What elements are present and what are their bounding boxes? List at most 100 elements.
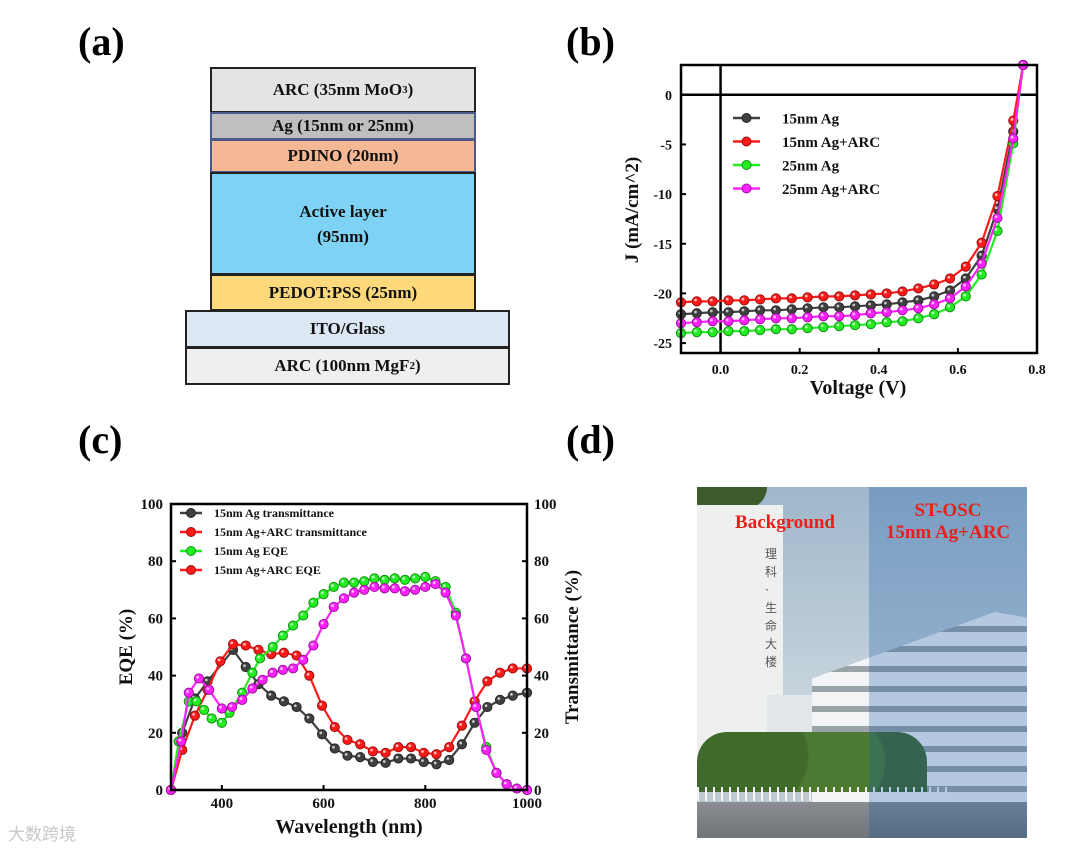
data-point-highlight [332,724,335,728]
layer-label-tail: ) [407,80,414,99]
legend-label-2: 15nm Ag EQE [214,544,288,558]
data-point [318,588,329,600]
data-point [227,639,239,650]
data-point-highlight [351,589,355,593]
data-point-highlight [947,295,951,299]
data-point [802,323,813,334]
data-point [481,744,492,756]
data-point-highlight [255,647,259,650]
data-point [865,308,876,319]
x-tick-label: 0.8 [1028,363,1046,378]
layer-active: Active layer (95nm) [210,172,476,275]
data-point-highlight [281,698,285,702]
data-point [216,703,227,714]
data-point [367,746,379,757]
data-point-highlight [270,670,273,673]
data-point-highlight [219,705,222,709]
data-point-highlight [371,584,375,588]
data-point-highlight [694,310,697,314]
data-point-highlight [320,621,324,625]
layer-subscript: 3 [402,84,408,96]
data-point-highlight [320,591,324,595]
data-point [328,581,339,593]
data-point-highlight [852,312,856,316]
data-point [191,696,202,707]
data-point [723,316,734,327]
photo-label-st-osc: ST-OSC 15nm Ag+ARC [869,500,1027,544]
data-point [316,700,328,711]
layer-label: Active layer [299,201,387,221]
data-point [881,317,892,328]
data-point [298,610,309,621]
data-point [266,690,277,701]
legend-marker-1 [186,527,196,537]
data-point [786,313,797,324]
data-point [691,317,702,328]
data-point [739,295,750,306]
data-point [960,291,971,302]
data-point-highlight [836,313,840,317]
data-point-highlight [868,302,871,306]
data-point [316,729,328,740]
data-point-highlight [402,577,406,580]
data-point [277,664,288,675]
data-point-highlight [230,641,234,645]
data-point-highlight [219,720,222,723]
data-point-highlight [694,329,697,333]
data-point [849,320,861,331]
data-point-highlight [978,271,982,275]
data-point-highlight [757,307,761,311]
data-point-highlight [804,305,808,309]
data-point-highlight [514,785,517,789]
data-point [247,683,258,694]
data-point-highlight [820,304,824,308]
x-tick-label: 0.2 [791,363,809,378]
data-point-highlight [741,308,745,312]
data-point-highlight [725,297,729,301]
data-point-highlight [392,575,395,579]
data-point [379,583,390,594]
layer-pdino: PDINO (20nm) [210,139,476,173]
data-point-highlight [370,759,374,763]
data-point [897,286,908,297]
data-point-highlight [820,324,824,328]
data-point [420,581,431,593]
legend-label-1: 15nm Ag+ARC transmittance [214,525,367,539]
data-point-highlight [883,319,887,323]
data-point [254,653,266,664]
data-point-highlight [281,650,285,653]
data-point [318,619,329,630]
data-point-highlight [310,599,314,603]
y-tick-label: -25 [653,337,672,352]
legend-label-0: 15nm Ag [782,111,840,127]
data-point-highlight [361,578,365,582]
data-point [802,312,813,323]
data-point [393,753,404,764]
data-point [430,578,441,590]
data-point-highlight [422,584,426,588]
data-point-highlight [741,328,745,332]
data-point-highlight [257,655,261,659]
data-point [237,694,248,706]
data-point-highlight [852,322,856,326]
data-point [755,325,766,336]
photo-road [697,802,1027,838]
data-point [189,710,201,721]
y-tick-label: 100 [141,497,164,513]
data-point-highlight [332,745,335,749]
data-point-highlight [709,329,713,333]
data-point-highlight [899,288,903,292]
data-point-highlight [270,644,273,648]
data-point-highlight [789,295,792,299]
data-point [348,587,360,598]
data-point-highlight [344,752,348,756]
data-point [418,747,429,758]
data-point-highlight [392,585,395,589]
y-tick-label: 80 [148,554,163,570]
data-point [786,304,797,315]
data-point-highlight [319,702,323,706]
building-photo: 理科·生命大楼 Background ST-OSC 15nm Ag+ARC [697,487,1027,838]
layer-label: Ag (15nm or 25nm) [272,116,414,135]
legend-marker-3 [741,183,752,194]
data-point [691,296,702,307]
